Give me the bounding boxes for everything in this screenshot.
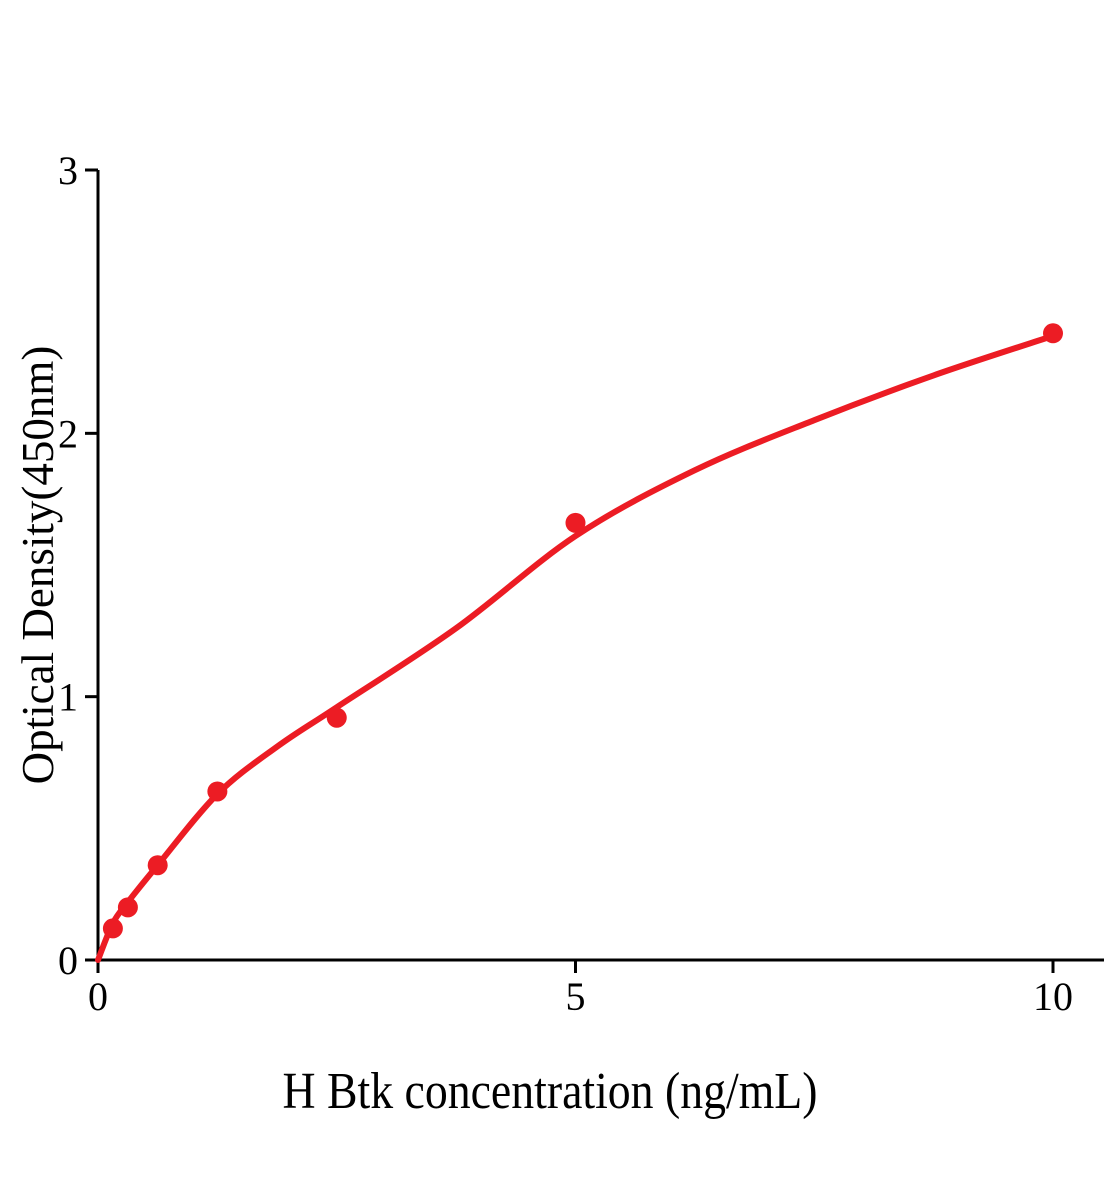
- y-axis-title: Optical Density(450nm): [13, 345, 63, 785]
- y-axis-tick-label: 0: [58, 938, 78, 983]
- data-point-marker: [147, 855, 168, 876]
- data-point-marker: [326, 707, 347, 728]
- data-point-marker: [1043, 323, 1063, 344]
- y-axis-tick-label: 2: [58, 411, 78, 456]
- data-point-marker: [207, 781, 228, 802]
- data-point-marker: [565, 512, 586, 533]
- data-point-marker: [117, 897, 138, 918]
- fit-curve-line: [95, 332, 1056, 963]
- y-axis-tick-label: 1: [58, 675, 78, 720]
- x-axis-tick-label: 5: [566, 974, 586, 1019]
- x-axis-title: H Btk concentration (ng/mL): [282, 1063, 818, 1120]
- y-axis-tick-label: 3: [58, 148, 78, 193]
- data-point-marker: [102, 918, 123, 939]
- x-axis-tick-label: 10: [1033, 974, 1073, 1019]
- x-axis-tick-label: 0: [88, 974, 108, 1019]
